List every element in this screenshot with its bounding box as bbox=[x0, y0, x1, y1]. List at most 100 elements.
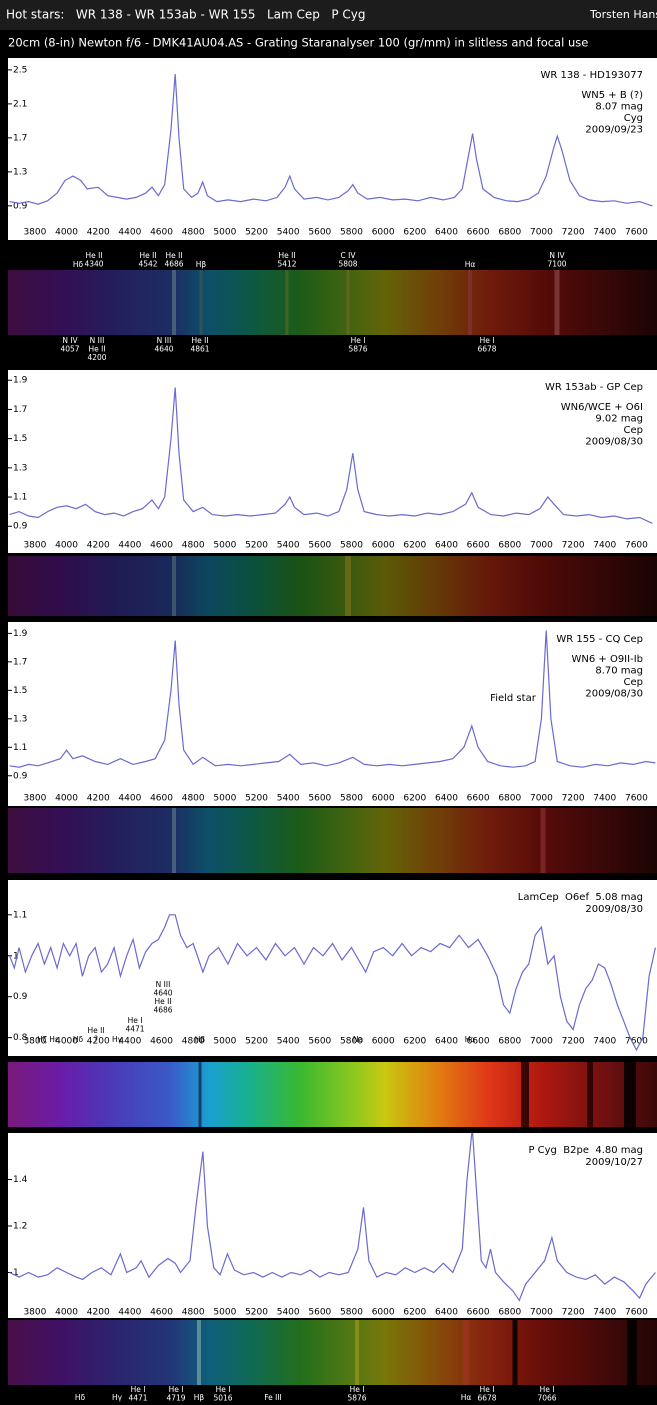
y-tick-label: 1.2 bbox=[13, 1221, 27, 1231]
line-id: N III bbox=[156, 980, 171, 989]
annotation: Cyg bbox=[624, 113, 643, 124]
x-tick-label: 6600 bbox=[467, 1037, 490, 1047]
line-id: He II bbox=[165, 251, 182, 260]
spectrum-profile bbox=[9, 630, 656, 768]
line-id: N III bbox=[90, 336, 105, 345]
x-tick-label: 4600 bbox=[150, 541, 173, 551]
x-tick-label: 5200 bbox=[245, 1308, 268, 1318]
x-tick-label: 4000 bbox=[55, 794, 78, 804]
x-tick-label: 3800 bbox=[23, 794, 46, 804]
x-tick-label: 4600 bbox=[150, 1037, 173, 1047]
x-tick-label: 7400 bbox=[593, 794, 616, 804]
x-tick-label: 5600 bbox=[308, 794, 331, 804]
line-id: He II bbox=[88, 345, 105, 354]
x-tick-label: 6000 bbox=[372, 1308, 395, 1318]
plot-area bbox=[8, 622, 657, 806]
line-id: Hδ bbox=[73, 260, 84, 269]
x-tick-label: 4000 bbox=[55, 228, 78, 238]
x-tick-label: 5600 bbox=[308, 1308, 331, 1318]
y-tick-label: 0.9 bbox=[13, 201, 28, 211]
plot-area bbox=[8, 370, 657, 553]
annotation: 8.70 mag bbox=[595, 666, 643, 677]
line-id: 6678 bbox=[477, 345, 496, 354]
y-tick-label: 2.5 bbox=[13, 65, 27, 75]
y-tick-label: 1.1 bbox=[13, 910, 27, 920]
x-tick-label: 5600 bbox=[308, 541, 331, 551]
line-id: 5412 bbox=[277, 260, 296, 269]
x-tick-label: 6600 bbox=[467, 794, 490, 804]
x-tick-label: 5200 bbox=[245, 1037, 268, 1047]
line-id: 7066 bbox=[537, 1394, 556, 1403]
x-tick-label: 7600 bbox=[625, 1037, 648, 1047]
spectrum-shade bbox=[8, 1320, 657, 1385]
line-id: 4719 bbox=[166, 1394, 185, 1403]
x-tick-label: 6800 bbox=[498, 228, 521, 238]
x-tick-label: 4000 bbox=[55, 1308, 78, 1318]
x-tick-label: 4800 bbox=[182, 228, 205, 238]
x-tick-label: 6400 bbox=[435, 1308, 458, 1318]
x-tick-label: 4000 bbox=[55, 1037, 78, 1047]
line-id: C IV bbox=[341, 251, 357, 260]
line-id: 4640 bbox=[153, 989, 172, 998]
y-tick-label: 0.8 bbox=[13, 1033, 28, 1043]
line-id: Hα bbox=[461, 1393, 472, 1402]
x-tick-label: 4000 bbox=[55, 541, 78, 551]
line-id: He II bbox=[139, 251, 156, 260]
line-id: He II bbox=[154, 997, 171, 1006]
y-tick-label: 1.5 bbox=[13, 434, 27, 444]
x-tick-label: 5600 bbox=[308, 228, 331, 238]
y-tick-label: 1.1 bbox=[13, 493, 27, 503]
line-id: Hδ bbox=[75, 1393, 86, 1402]
x-tick-label: 4400 bbox=[118, 1308, 141, 1318]
x-tick-label: 5000 bbox=[213, 1308, 236, 1318]
x-tick-label: 5800 bbox=[340, 1308, 363, 1318]
x-tick-label: 6800 bbox=[498, 1037, 521, 1047]
x-tick-label: 4800 bbox=[182, 1037, 205, 1047]
line-id: He I bbox=[540, 1385, 555, 1394]
annotation: WN5 + B (?) bbox=[581, 90, 643, 101]
line-id: N IV bbox=[62, 336, 78, 345]
x-tick-label: 6200 bbox=[403, 794, 426, 804]
y-tick-label: 1.9 bbox=[13, 629, 28, 639]
x-tick-label: 5400 bbox=[277, 228, 300, 238]
x-tick-label: 6200 bbox=[403, 1308, 426, 1318]
x-tick-label: 4800 bbox=[182, 794, 205, 804]
annotation: 2009/08/30 bbox=[585, 689, 643, 700]
line-id: He II bbox=[85, 251, 102, 260]
x-tick-label: 5000 bbox=[213, 1037, 236, 1047]
annotation: 2009/08/30 bbox=[585, 437, 643, 448]
y-tick-label: 1.4 bbox=[13, 1175, 28, 1185]
star-title: WR 155 - CQ Cep bbox=[556, 634, 643, 645]
x-tick-label: 6200 bbox=[403, 1037, 426, 1047]
x-tick-label: 5200 bbox=[245, 228, 268, 238]
x-tick-label: 7200 bbox=[562, 1037, 585, 1047]
line-id: 5876 bbox=[348, 345, 367, 354]
x-tick-label: 6000 bbox=[372, 541, 395, 551]
spectrum-profile bbox=[9, 1133, 656, 1302]
x-tick-label: 7200 bbox=[562, 228, 585, 238]
line-id: 4471 bbox=[128, 1394, 147, 1403]
y-tick-label: 0.9 bbox=[13, 522, 28, 532]
x-tick-label: 4400 bbox=[118, 794, 141, 804]
x-tick-label: 7400 bbox=[593, 1308, 616, 1318]
line-id: He I bbox=[351, 336, 366, 345]
x-tick-label: 3800 bbox=[23, 541, 46, 551]
y-tick-label: 1 bbox=[13, 1268, 19, 1278]
x-tick-label: 6400 bbox=[435, 541, 458, 551]
x-tick-label: 7600 bbox=[625, 541, 648, 551]
x-tick-label: 7200 bbox=[562, 541, 585, 551]
annotation: Cep bbox=[624, 677, 643, 688]
line-id: Fe III bbox=[264, 1393, 282, 1402]
spectrum-line bbox=[198, 1062, 202, 1127]
annotation: 9.02 mag bbox=[595, 414, 643, 425]
x-tick-label: 6400 bbox=[435, 228, 458, 238]
x-tick-label: 4200 bbox=[87, 1308, 110, 1318]
line-id: 5016 bbox=[213, 1394, 232, 1403]
x-tick-label: 6600 bbox=[467, 228, 490, 238]
spectrum-line bbox=[512, 1320, 518, 1385]
line-id: N III bbox=[157, 336, 172, 345]
annotation: WN6 + O9II-Ib bbox=[571, 654, 643, 665]
line-id: 5808 bbox=[338, 260, 357, 269]
